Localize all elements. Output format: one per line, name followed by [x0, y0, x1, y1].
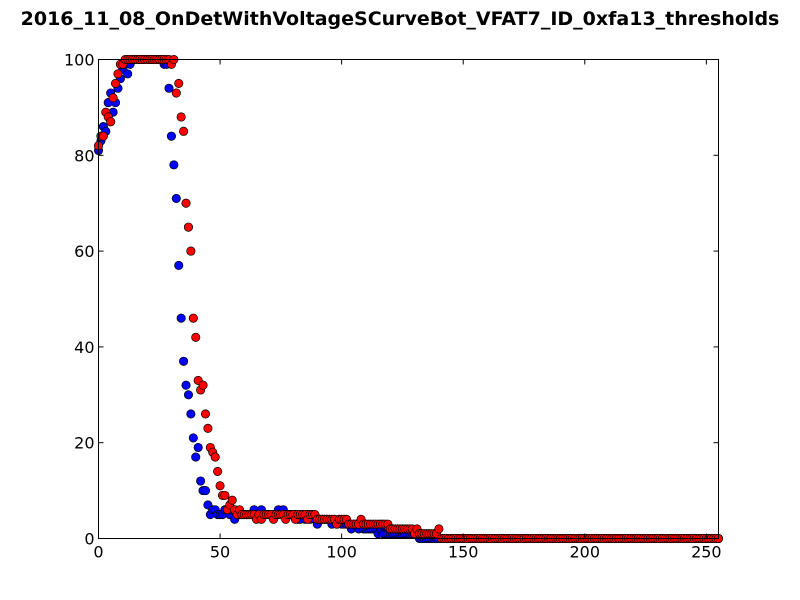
series-1-point-8	[113, 69, 123, 79]
y-tick-label-20: 20	[74, 434, 94, 453]
series-0-point-41	[193, 442, 203, 453]
series-1-point-52	[220, 490, 230, 500]
series-0-point-38	[186, 409, 196, 419]
series-1-point-7	[110, 78, 121, 88]
series-0-point-31	[169, 160, 179, 170]
series-1-point-38	[186, 246, 196, 256]
series-0-point-35	[179, 356, 189, 366]
x-tick-label-50: 50	[210, 543, 230, 562]
chart-title: 2016_11_08_OnDetWithVoltageSCurveBot_VFA…	[20, 8, 780, 30]
y-tick-label-40: 40	[74, 338, 94, 357]
series-1-point-39	[188, 313, 198, 323]
series-1-point-32	[171, 88, 181, 98]
series-1-point-40	[191, 332, 201, 342]
points-layer	[93, 54, 724, 544]
series-0-point-44	[200, 486, 211, 496]
series-1-point-34	[176, 112, 186, 122]
series-0-point-12	[123, 69, 133, 79]
series-1-point-48	[210, 452, 220, 462]
x-tick-label-250: 250	[691, 543, 722, 562]
series-1-point-35	[179, 126, 189, 136]
series-1-point-6	[108, 93, 118, 103]
x-tick-label-100: 100	[326, 543, 357, 562]
series-0-point-33	[174, 260, 184, 271]
series-1-point-36	[181, 198, 191, 208]
axis-tick-labels: 0 50 100 150 200 250 0 20 40 60 80 100	[64, 51, 722, 562]
y-tick-label-80: 80	[74, 146, 94, 165]
y-tick-label-100: 100	[64, 51, 95, 70]
series-0-point-29	[164, 83, 174, 93]
series-1-point-45	[203, 423, 213, 433]
series-1-point-49	[213, 466, 223, 476]
series-0-point-34	[176, 313, 186, 323]
series-1-point-140	[434, 524, 444, 534]
series-1-point-50	[215, 481, 225, 491]
axis-ticks	[98, 59, 719, 539]
x-tick-label-0: 0	[93, 543, 103, 562]
series-0-point-36	[181, 380, 191, 390]
y-tick-label-0: 0	[84, 530, 94, 549]
series-0-point-40	[191, 452, 201, 462]
series-1-point-2	[98, 131, 108, 141]
series-1-point-55	[227, 495, 237, 505]
series-0-point-30	[166, 131, 176, 141]
y-tick-label-60: 60	[74, 242, 94, 261]
series-1-point-44	[200, 409, 211, 419]
series-0-point-37	[183, 390, 194, 400]
series-0-point-39	[188, 433, 198, 443]
series-0-point-32	[171, 193, 181, 203]
series-1-point-5	[106, 117, 116, 127]
series-1-point-37	[183, 222, 194, 232]
x-tick-label-200: 200	[570, 543, 601, 562]
series-1-point-43	[198, 380, 208, 390]
plot-frame	[98, 59, 719, 539]
x-tick-label-150: 150	[448, 543, 479, 562]
series-1-point-33	[174, 78, 184, 88]
series-0-point-42	[196, 476, 206, 486]
